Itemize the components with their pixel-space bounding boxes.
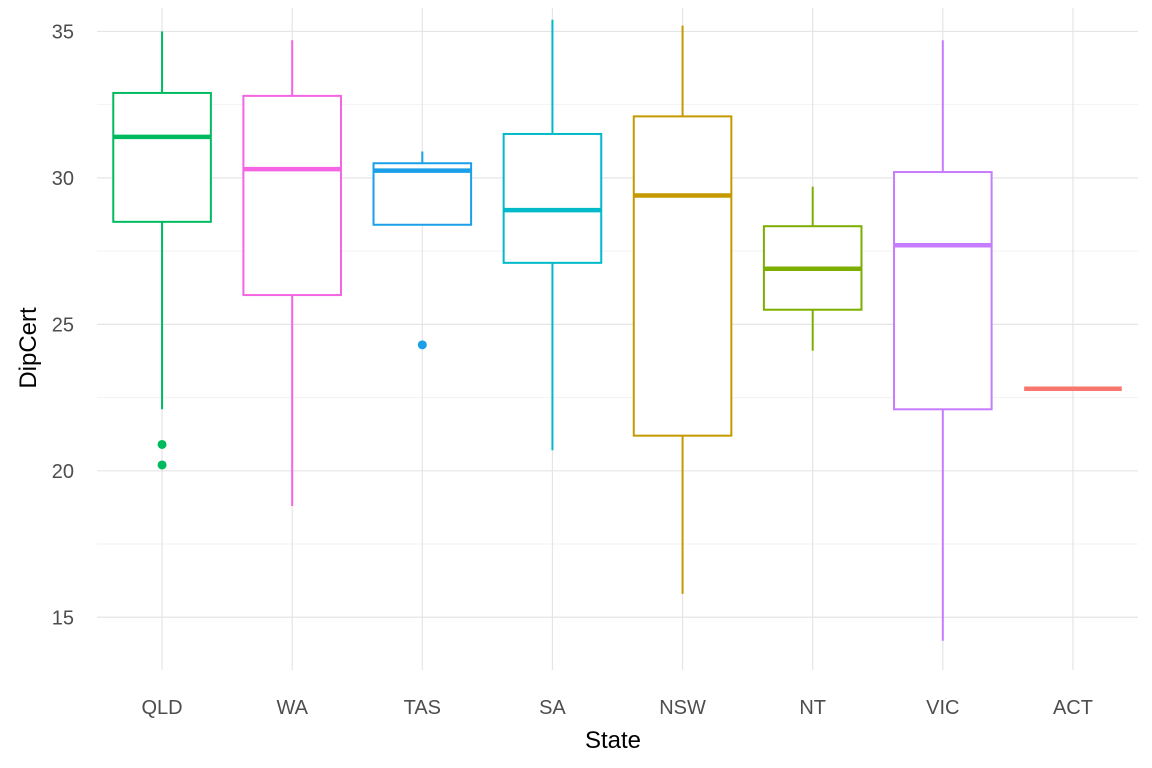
y-tick-label: 30 — [52, 168, 74, 190]
box-vic — [893, 40, 993, 641]
y-axis-title: DipCert — [15, 307, 42, 389]
x-tick-label: ACT — [1053, 697, 1093, 719]
y-tick-label: 20 — [52, 461, 74, 483]
box-nsw — [632, 25, 733, 594]
box-iqr — [242, 94, 342, 297]
y-tick-label: 35 — [52, 21, 74, 43]
outlier-point — [157, 439, 167, 449]
box-qld — [112, 31, 212, 470]
box-series — [112, 19, 1122, 641]
y-axis-tick-labels: 15 20 25 30 35 — [52, 21, 74, 629]
box-wa — [242, 40, 342, 506]
outlier-point — [157, 460, 167, 470]
y-tick-label: 15 — [52, 607, 74, 629]
y-tick-label: 25 — [52, 314, 74, 336]
x-tick-label: VIC — [926, 697, 959, 719]
x-axis-title: State — [585, 727, 641, 754]
box-nt — [762, 186, 863, 351]
box-tas — [372, 151, 473, 350]
box-iqr — [112, 91, 212, 223]
x-axis-tick-labels: QLD WA TAS SA NSW NT VIC ACT — [142, 697, 1093, 719]
x-tick-label: SA — [539, 697, 566, 719]
box-iqr — [893, 171, 993, 411]
x-tick-label: NSW — [659, 697, 706, 719]
box-iqr — [502, 132, 603, 264]
box-iqr — [372, 162, 473, 226]
box-sa — [502, 19, 603, 451]
outlier-point — [417, 340, 427, 350]
box-iqr — [632, 115, 733, 437]
x-tick-label: TAS — [404, 697, 441, 719]
x-tick-label: WA — [276, 697, 308, 719]
x-tick-label: QLD — [142, 697, 183, 719]
x-tick-label: NT — [799, 697, 826, 719]
